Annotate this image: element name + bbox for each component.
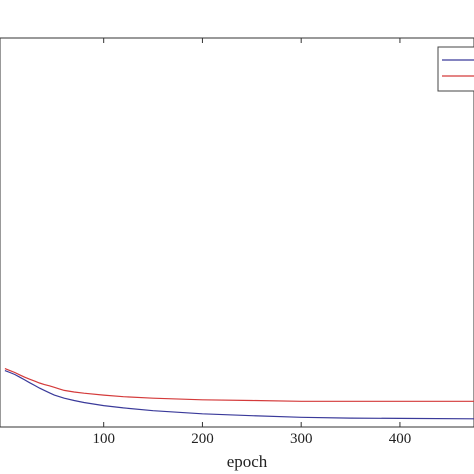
plot-axes: 100 200 300 400 [0,37,474,447]
legend [437,46,474,92]
plot-frame [0,37,474,428]
legend-box [437,46,474,92]
series-line-2 [4,368,474,402]
series-line-1 [4,370,474,420]
x-tick-label: 300 [290,431,313,447]
series-layer [4,368,474,420]
x-tick-label: 400 [389,431,412,447]
x-axis-label: epoch [227,452,268,471]
x-tick-label: 200 [191,431,214,447]
x-tick-label: 100 [92,431,115,447]
